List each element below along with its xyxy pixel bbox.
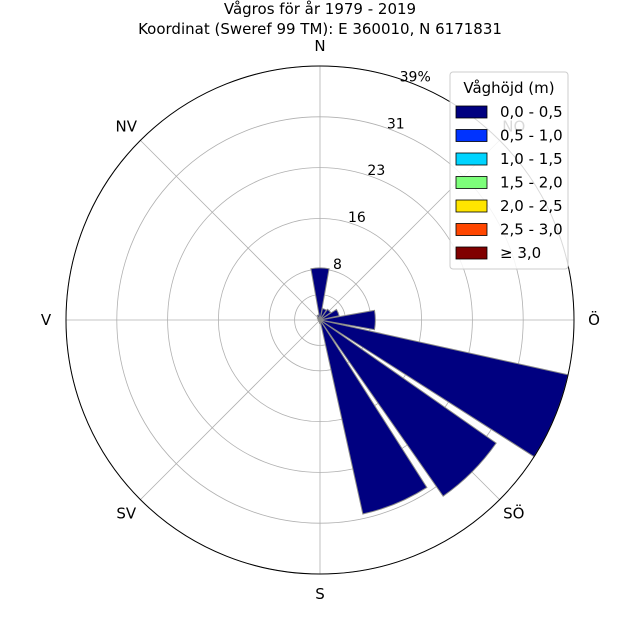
direction-label-7: NV <box>116 117 138 135</box>
legend-label-6: ≥ 3,0 <box>500 244 541 262</box>
legend-label-0: 0,0 - 0,5 <box>500 103 563 121</box>
direction-label-0: N <box>314 37 325 55</box>
chart-title-line1: Vågros för år 1979 - 2019 <box>224 0 416 18</box>
rose-bar-0-0 <box>310 267 330 321</box>
grid-spoke-5 <box>140 319 321 500</box>
rose-bars <box>310 267 569 515</box>
legend-swatch-5 <box>455 223 488 236</box>
legend-label-5: 2,5 - 3,0 <box>500 221 563 239</box>
legend-label-3: 1,5 - 2,0 <box>500 174 563 192</box>
radial-tick-0: 8 <box>333 257 342 273</box>
rose-bar-0-15 <box>316 314 321 321</box>
radial-tick-labels: 8 16 23 31 39% <box>333 69 431 273</box>
radial-tick-2: 23 <box>367 163 385 179</box>
direction-label-4: S <box>315 585 325 603</box>
polar-frame <box>65 65 575 575</box>
legend-label-2: 1,0 - 1,5 <box>500 150 563 168</box>
rose-bar-0-3 <box>319 308 340 321</box>
rose-bar-0-7 <box>319 319 428 515</box>
radial-tick-3: 31 <box>387 116 405 132</box>
radial-tick-4: 39% <box>400 69 431 85</box>
rose-bar-0-2 <box>319 308 332 321</box>
legend-swatch-0 <box>455 105 488 119</box>
grid-spoke-7 <box>140 140 321 321</box>
legend-box <box>449 71 569 270</box>
legend-swatch-3 <box>455 176 488 189</box>
legend-swatch-4 <box>455 199 488 213</box>
legend-swatch-6 <box>455 246 488 260</box>
rose-bar-0-4 <box>319 309 376 331</box>
legend-label-1: 0,5 - 1,0 <box>500 127 563 145</box>
chart-title-line2: Koordinat (Sweref 99 TM): E 360010, N 61… <box>138 20 502 38</box>
legend-swatch-1 <box>455 129 488 142</box>
direction-label-3: SÖ <box>503 504 524 523</box>
legend: Våghöjd (m) 0,0 - 0,5 0,5 - 1,0 1,0 - 1,5 1… <box>449 71 569 270</box>
direction-label-2: Ö <box>588 310 600 329</box>
legend-label-4: 2,0 - 2,5 <box>500 197 563 215</box>
radial-tick-1: 16 <box>348 210 366 226</box>
rose-bar-0-6 <box>319 319 497 497</box>
direction-label-6: V <box>41 311 52 329</box>
direction-label-5: SV <box>116 505 137 523</box>
legend-title: Våghöjd (m) <box>463 79 554 97</box>
legend-swatch-2 <box>455 152 488 166</box>
